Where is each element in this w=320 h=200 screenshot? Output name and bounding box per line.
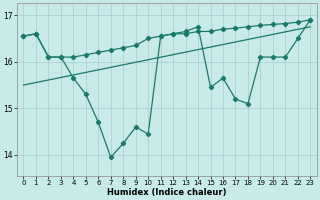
X-axis label: Humidex (Indice chaleur): Humidex (Indice chaleur) xyxy=(107,188,227,197)
